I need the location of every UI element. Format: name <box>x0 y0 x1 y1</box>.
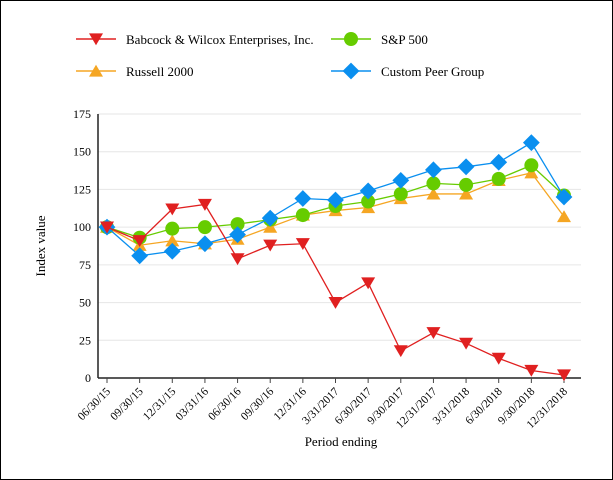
data-point <box>196 235 214 253</box>
data-point <box>524 166 539 179</box>
data-point <box>426 327 441 340</box>
data-point <box>263 220 278 233</box>
x-tick-label: 09/30/16 <box>239 385 277 423</box>
legend-item: Russell 2000 <box>76 64 194 79</box>
data-point <box>457 158 475 176</box>
y-tick-label: 75 <box>79 258 91 272</box>
x-tick-label: 06/30/15 <box>76 385 114 423</box>
data-point <box>361 277 376 290</box>
data-point <box>524 158 539 173</box>
data-point <box>163 242 181 260</box>
data-point <box>165 221 180 236</box>
legend-label: Russell 2000 <box>126 64 194 79</box>
data-point <box>555 188 573 206</box>
legend-item: Babcock & Wilcox Enterprises, Inc. <box>76 32 314 47</box>
data-point <box>132 235 147 248</box>
data-point <box>426 176 441 191</box>
data-point <box>261 209 279 227</box>
legend-marker <box>342 62 360 80</box>
data-point <box>328 296 343 309</box>
legend-label: Custom Peer Group <box>381 64 484 79</box>
data-point <box>393 186 408 201</box>
y-tick-label: 150 <box>73 145 91 159</box>
data-point <box>361 194 376 209</box>
legend-marker <box>89 64 103 77</box>
data-point <box>131 247 149 265</box>
x-tick-label: 06/30/16 <box>206 385 244 423</box>
y-tick-label: 25 <box>79 333 91 347</box>
data-point <box>491 171 506 186</box>
data-point <box>165 203 180 216</box>
data-point <box>230 217 245 232</box>
legend-label: S&P 500 <box>381 32 428 47</box>
data-point <box>393 345 408 358</box>
data-point <box>359 182 377 200</box>
data-point <box>165 234 180 247</box>
data-point <box>557 210 571 223</box>
data-point <box>426 187 441 200</box>
gridlines <box>98 113 581 341</box>
legend-marker <box>344 32 358 46</box>
data-point <box>294 190 312 207</box>
x-tick-label: 12/31/15 <box>141 385 179 423</box>
data-point <box>459 337 474 350</box>
data-point <box>230 253 245 266</box>
data-point <box>490 153 508 171</box>
data-point <box>327 191 344 209</box>
legend-item: Custom Peer Group <box>331 62 484 80</box>
legend-label: Babcock & Wilcox Enterprises, Inc. <box>126 32 314 47</box>
data-point <box>197 220 212 235</box>
y-tick-label: 125 <box>73 182 91 196</box>
axes: 0 25 50 75 100 125 150 175 06/30/1509/30/1512/31… <box>73 107 581 431</box>
data-point <box>295 208 310 223</box>
x-axis-label: Period ending <box>305 434 378 449</box>
y-tick-label: 50 <box>79 296 91 310</box>
data-point <box>100 221 114 234</box>
data-point <box>524 364 539 377</box>
legend: Babcock & Wilcox Enterprises, Inc. S&P 50… <box>76 32 484 80</box>
legend-marker <box>89 33 103 46</box>
data-point <box>557 369 571 382</box>
data-point <box>425 161 442 179</box>
data-point <box>491 352 506 365</box>
series-0 <box>100 198 571 382</box>
data-point <box>263 239 278 252</box>
data-point <box>459 187 474 200</box>
y-tick-label: 0 <box>85 371 91 385</box>
series-group <box>98 134 573 382</box>
x-tick-label: 03/31/16 <box>174 385 212 423</box>
data-point <box>197 198 212 211</box>
y-axis-label: Index value <box>33 215 48 276</box>
x-tick-label: 09/30/15 <box>108 385 146 423</box>
legend-item: S&P 500 <box>331 32 428 47</box>
data-point <box>459 177 474 192</box>
y-tick-label: 175 <box>73 107 91 121</box>
data-point <box>229 226 246 244</box>
y-tick-label: 100 <box>73 220 91 234</box>
data-point <box>392 171 410 189</box>
data-point <box>522 134 540 152</box>
data-point <box>295 238 310 251</box>
